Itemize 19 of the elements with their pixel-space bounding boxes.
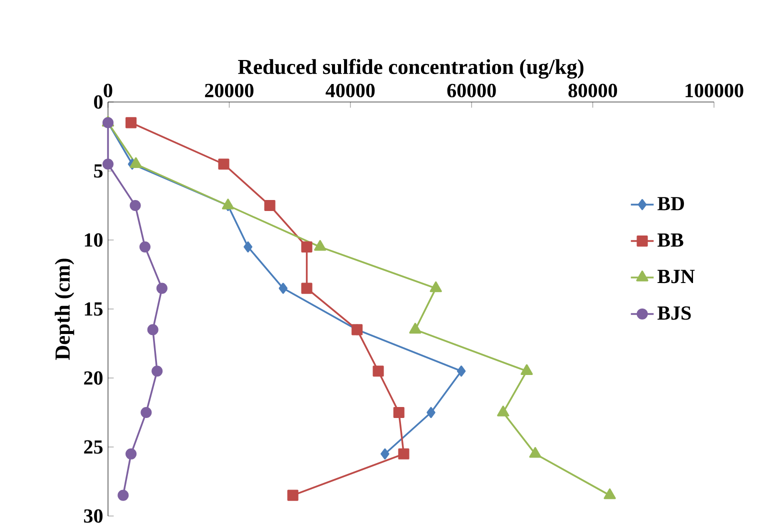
x-tick-label: 100000 [686,84,744,98]
y-tick-label: 0 [94,95,103,109]
y-tick-label: 25 [84,440,103,454]
legend-label: BD [658,197,684,210]
y-tick-label: 20 [84,371,103,385]
legend-label: BB [658,234,684,247]
legend-label: BJN [658,270,695,284]
y-tick-label: 30 [84,509,103,523]
x-tick-label: 60000 [447,84,496,98]
y-tick-label: 10 [84,233,103,247]
x-axis-title: Reduced sulfide concentration (ug/kg) [238,58,584,79]
x-tick-label: 80000 [568,84,618,98]
legend-label: BJS [658,306,691,320]
y-axis-title: Depth (cm) [54,258,74,360]
y-tick-label: 5 [94,164,103,178]
x-tick-label: 20000 [205,84,254,98]
x-tick-label: 40000 [326,84,375,98]
y-tick-label: 15 [84,302,103,316]
x-tick-label: 0 [104,84,112,98]
